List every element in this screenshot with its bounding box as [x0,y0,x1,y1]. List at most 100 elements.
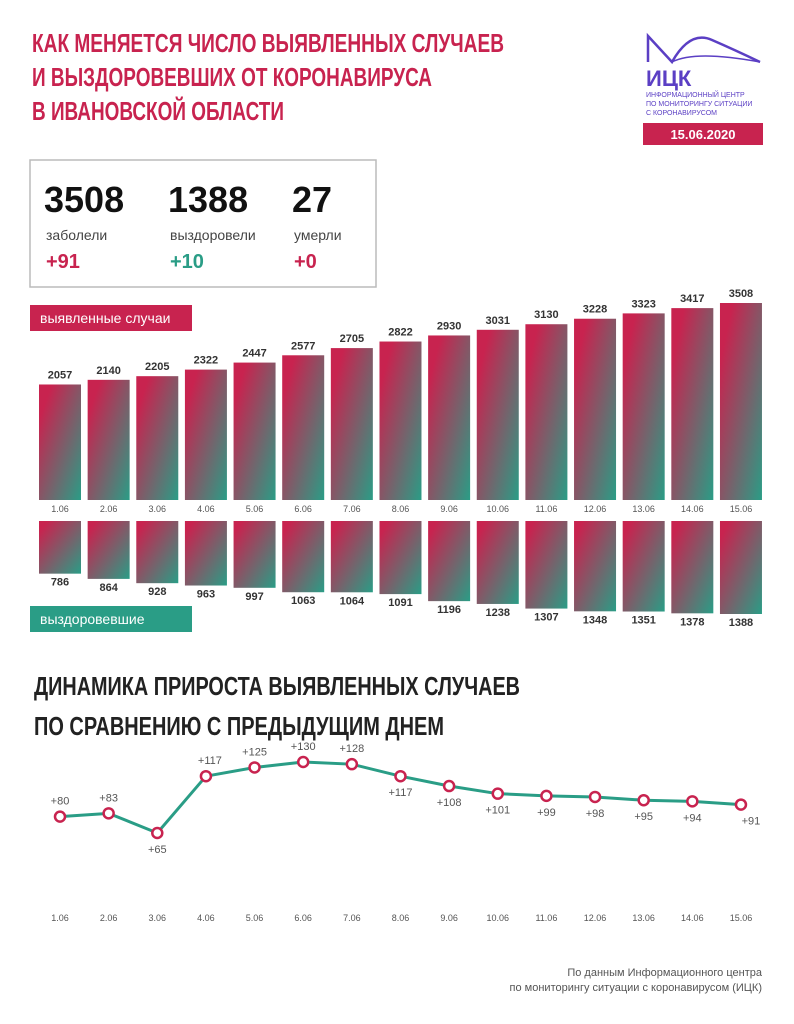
footer: По данным Информационного центра [567,967,763,979]
title-line: КАК МЕНЯЕТСЯ ЧИСЛО ВЫЯВЛЕННЫХ СЛУЧАЕВ [32,28,504,58]
stat-change: +0 [294,251,317,273]
value-label: +108 [437,797,462,809]
x-tick-label: 7.06 [343,913,361,923]
value-label: +95 [634,811,653,823]
stat-change: +91 [46,251,80,273]
x-tick-label: 12.06 [584,504,607,514]
value-label: 1348 [583,614,607,626]
stats-box [29,159,377,288]
value-label: 2930 [437,320,461,332]
bar [184,521,227,586]
date: 15.06.2020 [670,127,735,142]
bar [671,308,714,500]
bar [379,521,422,595]
value-label: +117 [198,755,222,767]
value-label: 1351 [631,615,655,627]
x-tick-label: 7.06 [343,504,361,514]
value-label: 864 [99,582,118,594]
value-label: +80 [51,796,70,808]
marker [442,779,456,793]
logo-text: ИЦК [646,66,692,91]
bar [87,379,130,500]
x-tick-label: 2.06 [100,913,118,923]
bar [87,521,130,579]
x-tick-label: 10.06 [486,504,509,514]
series-label: выздоровевшие [40,611,145,627]
value-label: +128 [339,743,364,755]
value-label: 1196 [437,604,461,616]
value-label: 3031 [486,315,510,327]
value-label: 3508 [729,288,753,300]
marker [296,755,310,769]
x-tick-label: 3.06 [149,504,167,514]
bar [574,521,617,612]
bar [525,324,568,500]
value-label: +125 [242,746,267,758]
marker [53,810,67,823]
x-tick-label: 2.06 [100,504,118,514]
x-tick-label: 1.06 [51,913,69,923]
value-label: 2822 [388,327,412,339]
bar [719,521,762,614]
value-label: 1307 [534,612,558,624]
value-label: +98 [586,808,605,820]
bar [379,341,422,500]
bar [671,521,714,614]
legend-box [30,606,192,632]
bar [428,335,471,500]
x-tick-label: 8.06 [392,913,410,923]
x-tick-label: 4.06 [197,913,215,923]
stat-label: выздоровели [170,227,256,243]
logo-caption: С КОРОНАВИРУСОМ [646,110,717,117]
x-tick-label: 11.06 [535,913,557,923]
x-tick-label: 14.06 [681,504,704,514]
x-tick-label: 5.06 [246,913,264,923]
bar [428,521,471,602]
bar [136,521,179,584]
value-label: 2447 [242,348,266,360]
stat-label: умерли [294,227,342,243]
value-label: +99 [537,807,556,819]
x-tick-label: 13.06 [632,913,655,923]
marker [199,769,213,783]
bar [330,348,373,500]
marker [248,761,261,774]
marker [686,795,699,808]
logo-mark [671,55,761,63]
marker [637,793,650,807]
value-label: +101 [485,805,510,817]
marker [345,757,359,771]
bar [282,521,325,593]
value-label: 3417 [680,293,704,305]
x-tick-label: 4.06 [197,504,215,514]
value-label: 2705 [340,333,364,345]
value-label: 1238 [486,607,510,619]
value-label: +91 [742,816,761,828]
value-label: 928 [148,586,166,598]
value-label: +117 [388,787,412,799]
value-label: 2205 [145,361,169,373]
value-label: +83 [99,792,118,804]
value-label: 3130 [534,309,558,321]
value-label: 1063 [291,595,315,607]
stat-value: 3508 [44,179,124,220]
logo: ИЦК ИНФОРМАЦИОННЫЙ ЦЕНТР ПО МОНИТОРИНГУ … [643,32,763,145]
x-tick-label: 14.06 [681,913,704,923]
marker [540,789,553,803]
x-tick-label: 6.06 [294,913,312,923]
section-title: ПО СРАВНЕНИЮ С ПРЕДЫДУЩИМ ДНЕМ [34,711,444,741]
logo-caption: ИНФОРМАЦИОННЫЙ ЦЕНТР [646,90,745,99]
section-title: ДИНАМИКА ПРИРОСТА ВЫЯВЛЕННЫХ СЛУЧАЕВ [34,671,520,701]
value-label: 1388 [729,617,753,629]
value-label: 1378 [680,616,704,628]
stat-value: 1388 [168,179,248,220]
value-label: 997 [245,591,263,603]
stat-label: заболели [46,227,107,243]
bar [39,521,81,574]
x-tick-label: 1.06 [51,504,69,514]
value-label: 2577 [291,340,315,352]
bar [184,369,227,500]
bar [476,521,519,604]
value-label: 3323 [631,298,655,310]
logo-mark [646,32,761,65]
